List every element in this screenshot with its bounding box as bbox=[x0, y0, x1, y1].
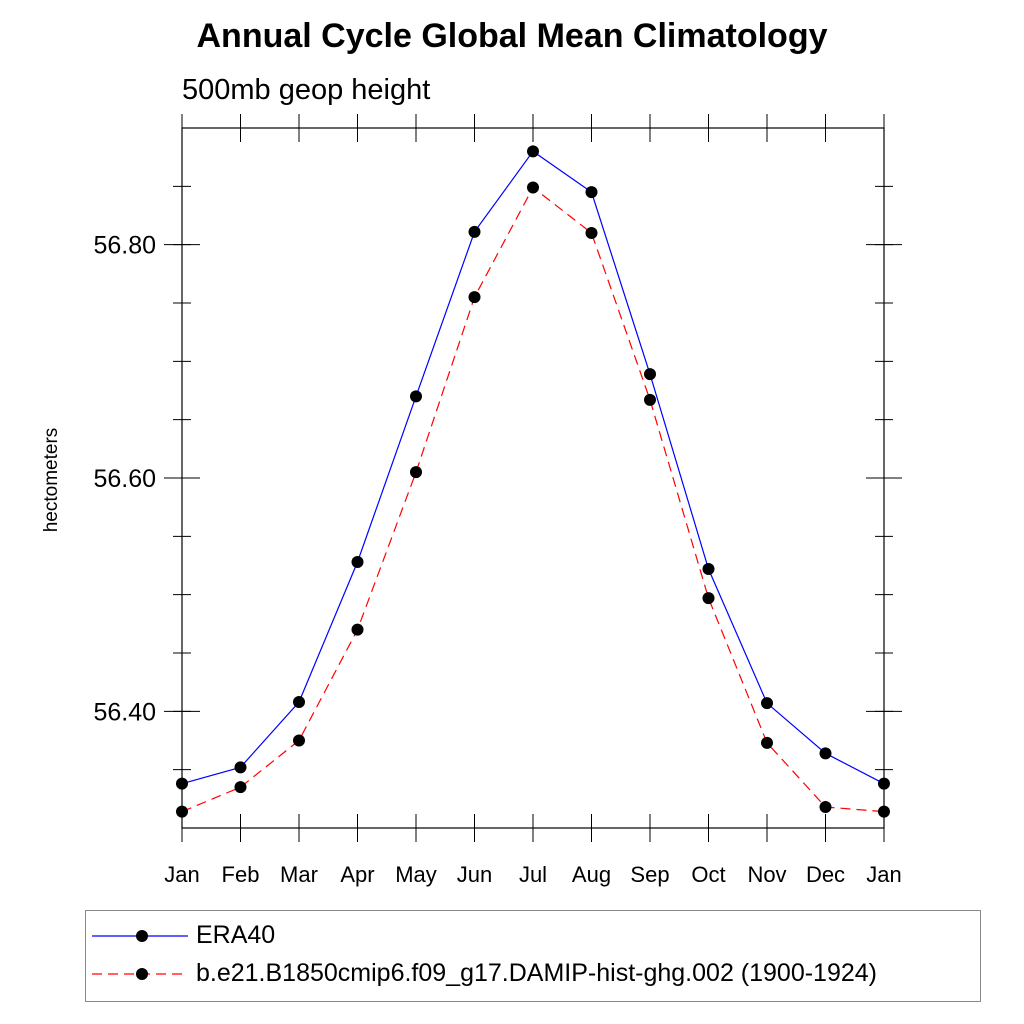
x-tick-label: Aug bbox=[572, 862, 611, 887]
series-line-model bbox=[181, 186, 885, 813]
data-point-era40 bbox=[761, 697, 773, 710]
legend-label-era40: ERA40 bbox=[196, 921, 276, 949]
data-point-era40 bbox=[878, 777, 890, 790]
x-tick-label: May bbox=[395, 862, 437, 887]
data-point-model bbox=[761, 736, 773, 749]
data-point-model bbox=[293, 734, 305, 747]
data-point-model bbox=[702, 592, 715, 605]
data-point-model bbox=[527, 181, 539, 194]
data-point-era40 bbox=[234, 761, 247, 774]
x-tick-label: Jun bbox=[457, 862, 492, 887]
x-tick-label: Jul bbox=[519, 862, 547, 887]
data-point-era40 bbox=[702, 563, 715, 575]
legend-swatch-model bbox=[92, 968, 188, 980]
chart-title: Annual Cycle Global Mean Climatology bbox=[196, 17, 828, 55]
data-point-model bbox=[819, 801, 832, 813]
data-point-model bbox=[585, 227, 598, 239]
plot-frame bbox=[181, 127, 885, 829]
y-tick-label: 56.60 bbox=[93, 465, 156, 493]
data-point-era40 bbox=[468, 225, 481, 238]
data-point-era40 bbox=[819, 747, 832, 760]
data-point-model bbox=[410, 466, 422, 479]
data-point-era40 bbox=[585, 186, 598, 199]
line-chart: Jan Feb Mar Apr May Jun Jul Aug Sep Oct Nov Dec Jan 5… bbox=[93, 114, 902, 887]
data-point-model bbox=[234, 781, 247, 794]
data-point-model bbox=[878, 805, 890, 818]
legend: ERA40 b.e21.B1850cmip6.f09_g17.DAMIP-his… bbox=[85, 910, 981, 1002]
x-tick-label: Jan bbox=[866, 862, 901, 887]
legend-swatch-era40 bbox=[92, 930, 188, 942]
series-line-era40 bbox=[181, 150, 885, 785]
data-point-era40 bbox=[293, 696, 305, 708]
y-tick-label: 56.80 bbox=[93, 232, 156, 260]
data-point-era40 bbox=[410, 390, 422, 403]
x-tick-label: Nov bbox=[747, 862, 786, 887]
y-tick-label: 56.40 bbox=[93, 698, 156, 726]
legend-label-model: b.e21.B1850cmip6.f09_g17.DAMIP-hist-ghg.… bbox=[196, 959, 877, 987]
data-point-model bbox=[351, 623, 364, 636]
x-tick-label: Jan bbox=[164, 862, 199, 887]
legend-item-era40: ERA40 bbox=[86, 917, 980, 953]
data-point-model bbox=[176, 805, 188, 818]
x-tick-label: Apr bbox=[340, 862, 374, 887]
x-tick-label: Dec bbox=[806, 862, 845, 887]
data-point-model bbox=[468, 291, 481, 304]
data-point-era40 bbox=[176, 777, 188, 790]
data-point-era40 bbox=[527, 145, 539, 158]
legend-item-model: b.e21.B1850cmip6.f09_g17.DAMIP-hist-ghg.… bbox=[86, 955, 980, 991]
x-tick-label: Mar bbox=[280, 862, 318, 887]
data-point-model bbox=[644, 393, 656, 406]
x-tick-label: Sep bbox=[630, 862, 669, 887]
x-tick-label: Feb bbox=[222, 862, 260, 887]
x-tick-label: Oct bbox=[691, 862, 725, 887]
data-point-era40 bbox=[351, 556, 364, 568]
data-point-era40 bbox=[644, 368, 656, 381]
chart-subtitle: 500mb geop height bbox=[182, 74, 431, 106]
